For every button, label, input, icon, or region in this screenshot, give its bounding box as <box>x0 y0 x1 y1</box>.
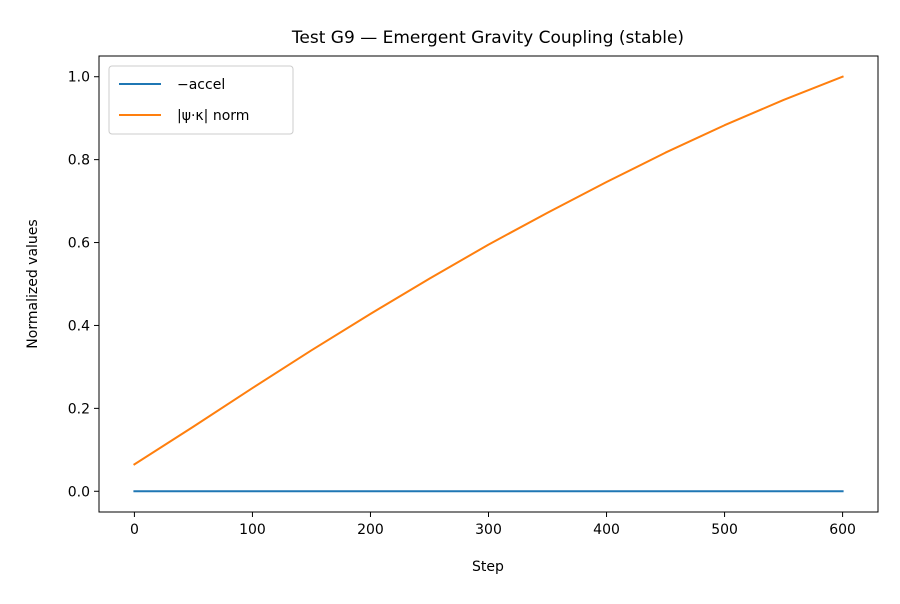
x-tick-label: 100 <box>239 522 266 538</box>
x-axis: 0 100 200 300 400 500 600 <box>130 512 856 538</box>
y-tick-label: 0.0 <box>68 484 90 500</box>
y-axis-label: Normalized values <box>25 219 41 348</box>
chart-title: Test G9 — Emergent Gravity Coupling (sta… <box>291 28 684 48</box>
y-tick-label: 0.2 <box>68 401 90 417</box>
series-line-1 <box>133 75 844 466</box>
x-tick-label: 0 <box>130 522 139 538</box>
x-tick-label: 500 <box>711 522 738 538</box>
x-axis-label: Step <box>472 559 504 575</box>
x-tick-label: 400 <box>593 522 620 538</box>
x-tick-label: 600 <box>829 522 856 538</box>
y-tick-label: 1.0 <box>68 70 90 86</box>
y-tick-label: 0.4 <box>68 318 90 334</box>
y-tick-label: 0.8 <box>68 153 90 169</box>
legend: −accel |ψ·κ| norm <box>108 65 294 135</box>
legend-label: −accel <box>177 77 225 93</box>
x-tick-label: 200 <box>357 522 384 538</box>
y-axis: 0.0 0.2 0.4 0.6 0.8 1.0 <box>68 70 99 500</box>
y-tick-label: 0.6 <box>68 236 90 252</box>
x-tick-label: 300 <box>475 522 502 538</box>
series-layer <box>133 75 844 493</box>
legend-label: |ψ·κ| norm <box>177 108 249 124</box>
